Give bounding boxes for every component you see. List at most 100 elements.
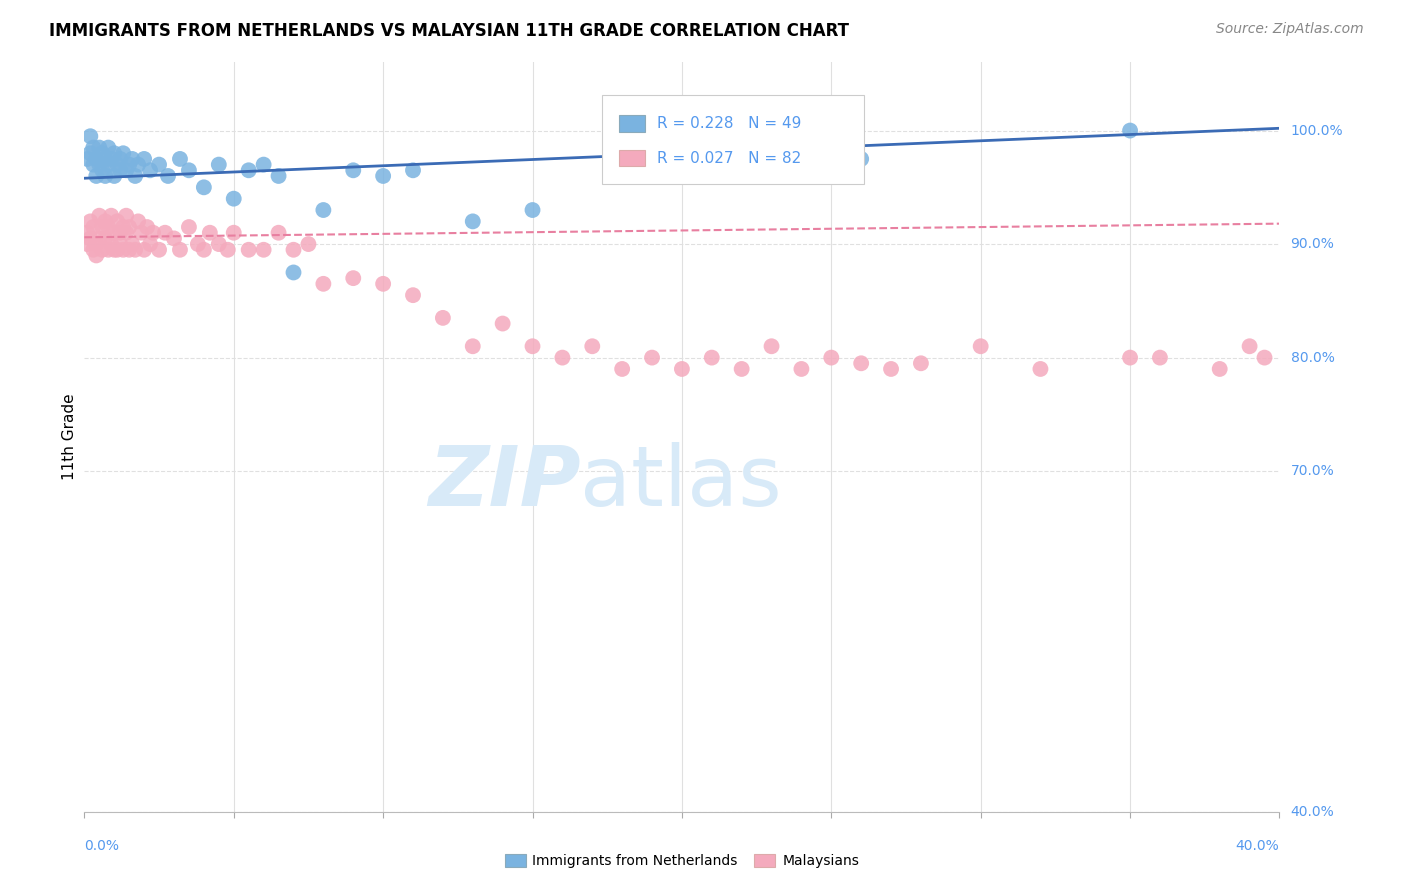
Point (612, 362, 634, 376)
Point (1253, 351, 1275, 365)
Point (89, 158, 111, 172)
Point (127, 214, 149, 228)
Point (402, 288, 425, 302)
Text: atlas: atlas (581, 442, 782, 523)
Point (86, 152, 108, 166)
Point (76, 226, 98, 240)
Point (153, 226, 176, 240)
Point (105, 214, 128, 228)
Point (671, 362, 693, 376)
Point (851, 152, 873, 166)
Point (373, 169, 395, 183)
Legend: Immigrants from Netherlands, Malaysians: Immigrants from Netherlands, Malaysians (505, 854, 859, 869)
FancyBboxPatch shape (602, 95, 863, 184)
Point (187, 237, 209, 252)
Text: 100.0%: 100.0% (1291, 124, 1343, 137)
Point (217, 243, 239, 257)
Point (94, 169, 117, 183)
Point (148, 158, 170, 172)
Point (1149, 351, 1171, 365)
Point (110, 163, 132, 178)
Text: IMMIGRANTS FROM NETHERLANDS VS MALAYSIAN 11TH GRADE CORRELATION CHART: IMMIGRANTS FROM NETHERLANDS VS MALAYSIAN… (49, 22, 849, 40)
Point (115, 226, 138, 240)
Point (267, 226, 290, 240)
Point (76, 237, 98, 252)
Point (82, 158, 104, 172)
Point (142, 226, 165, 240)
Point (118, 158, 141, 172)
Point (103, 146, 125, 161)
Point (700, 351, 723, 365)
Point (177, 220, 200, 235)
Point (208, 237, 231, 252)
Point (82, 140, 104, 154)
Point (461, 339, 484, 353)
Point (82, 220, 104, 235)
Point (132, 243, 156, 257)
Point (97, 220, 120, 235)
Point (851, 356, 873, 370)
Point (115, 209, 138, 223)
Text: 70.0%: 70.0% (1291, 464, 1334, 478)
Point (121, 152, 143, 166)
Point (97, 158, 120, 172)
Point (761, 339, 783, 353)
Point (121, 237, 143, 252)
Point (222, 226, 245, 240)
Point (522, 202, 544, 217)
Point (118, 220, 141, 235)
Text: Source: ZipAtlas.com: Source: ZipAtlas.com (1216, 22, 1364, 37)
Point (461, 214, 484, 228)
Point (86, 169, 108, 183)
Point (238, 163, 260, 178)
Point (402, 163, 425, 178)
Point (124, 169, 146, 183)
Point (100, 209, 122, 223)
Point (91, 220, 114, 235)
Y-axis label: 11th Grade: 11th Grade (62, 393, 77, 481)
Point (112, 146, 135, 161)
Bar (619, 115, 645, 132)
Point (110, 152, 132, 166)
Point (129, 226, 152, 240)
Point (139, 163, 162, 178)
Point (86, 237, 108, 252)
Point (253, 243, 276, 257)
Point (112, 243, 135, 257)
Text: 90.0%: 90.0% (1291, 237, 1334, 251)
Point (198, 226, 221, 240)
Point (103, 169, 125, 183)
Point (79, 214, 101, 228)
Point (79, 146, 101, 161)
Point (89, 140, 111, 154)
Bar (619, 150, 645, 167)
Point (89, 209, 111, 223)
Point (118, 243, 141, 257)
Point (76, 152, 98, 166)
Point (127, 158, 149, 172)
Point (970, 339, 993, 353)
Point (1119, 123, 1142, 137)
Point (91, 163, 114, 178)
Point (110, 237, 132, 252)
Text: 0.0%: 0.0% (84, 839, 120, 854)
Point (103, 226, 125, 240)
Point (132, 152, 156, 166)
Point (820, 351, 842, 365)
Point (671, 158, 693, 172)
Point (297, 237, 319, 252)
Point (492, 317, 515, 331)
Point (136, 220, 159, 235)
Point (432, 310, 454, 325)
Point (103, 243, 125, 257)
Text: 80.0%: 80.0% (1291, 351, 1334, 365)
Point (551, 351, 574, 365)
Point (157, 169, 180, 183)
Point (94, 231, 117, 245)
Point (169, 152, 191, 166)
Point (105, 243, 128, 257)
Point (283, 243, 305, 257)
Point (82, 243, 104, 257)
Point (89, 231, 111, 245)
Point (163, 231, 186, 245)
